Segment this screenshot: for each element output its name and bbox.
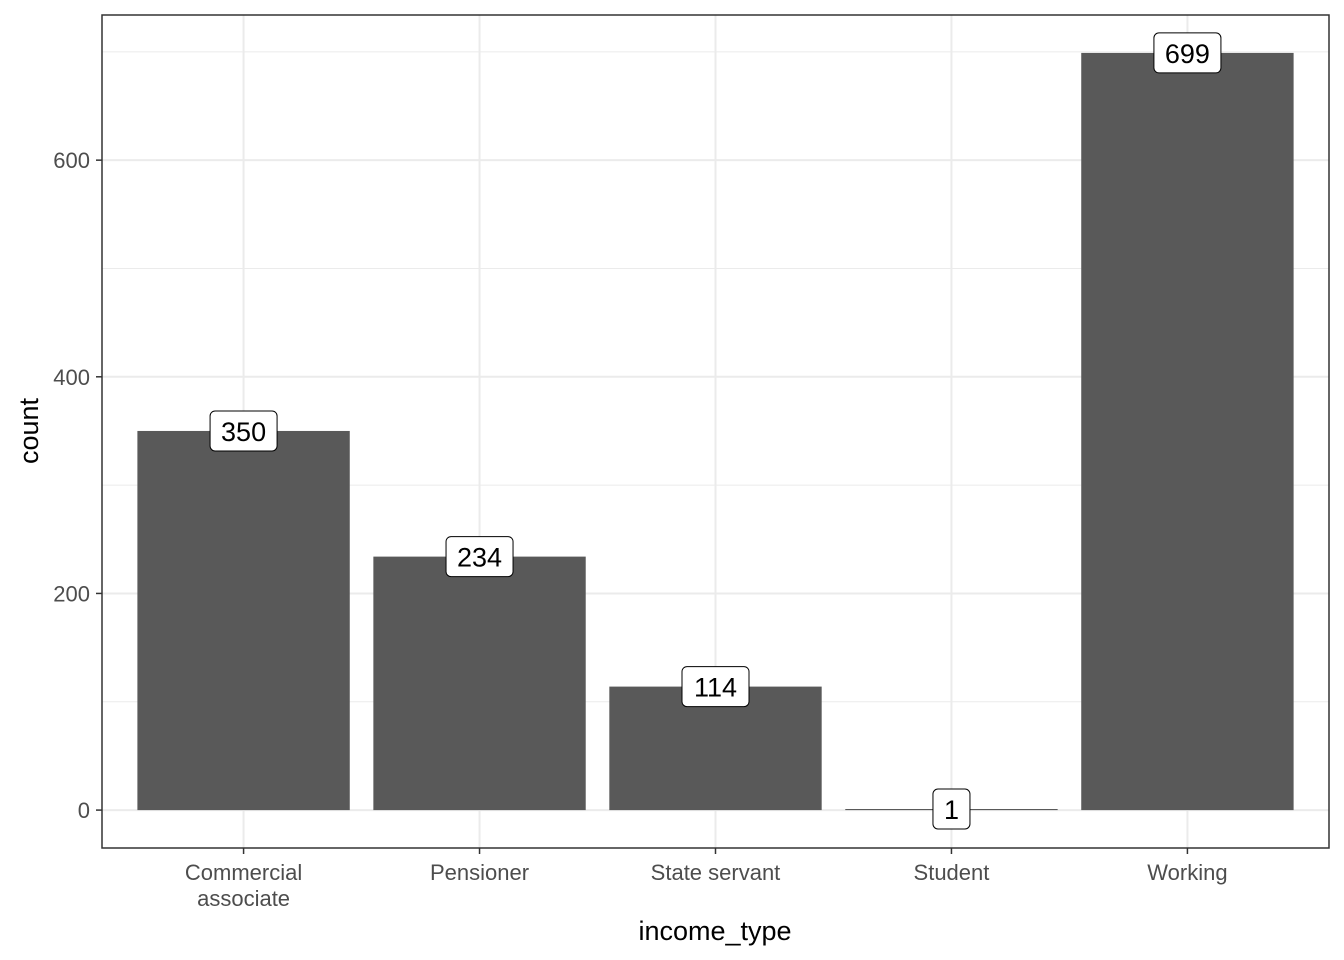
x-tick-label: Working: [1147, 860, 1227, 885]
x-axis: Commercial associate Pensioner State servan…: [185, 848, 1228, 911]
data-label-box: [445, 536, 514, 578]
data-labels: 350 234 114 1 699: [209, 32, 1222, 830]
data-label-box: [1153, 32, 1222, 74]
data-label: 234: [457, 543, 502, 573]
y-tick-label: 400: [53, 365, 90, 390]
bar: [1081, 52, 1294, 811]
x-tick-label: Pensioner: [430, 860, 529, 885]
y-axis-title: count: [14, 397, 44, 464]
data-label-box: [932, 788, 971, 830]
y-axis: 0 200 400 600: [53, 148, 102, 823]
y-tick-label: 200: [53, 581, 90, 606]
data-label-box: [681, 666, 750, 708]
x-tick-label: Student: [914, 860, 990, 885]
data-label: 1: [944, 795, 959, 825]
data-label: 699: [1165, 39, 1210, 69]
bar: [137, 430, 350, 811]
y-tick-label: 0: [78, 798, 90, 823]
bar: [373, 556, 586, 811]
x-axis-title: income_type: [638, 916, 791, 946]
data-label-box: [209, 410, 278, 452]
bars: [137, 52, 1294, 811]
x-tick-label: State servant: [651, 860, 781, 885]
x-tick-label: Commercial associate: [185, 860, 302, 911]
y-tick-label: 600: [53, 148, 90, 173]
bar: [609, 686, 822, 811]
data-label: 114: [694, 673, 737, 703]
data-label: 350: [221, 417, 266, 447]
